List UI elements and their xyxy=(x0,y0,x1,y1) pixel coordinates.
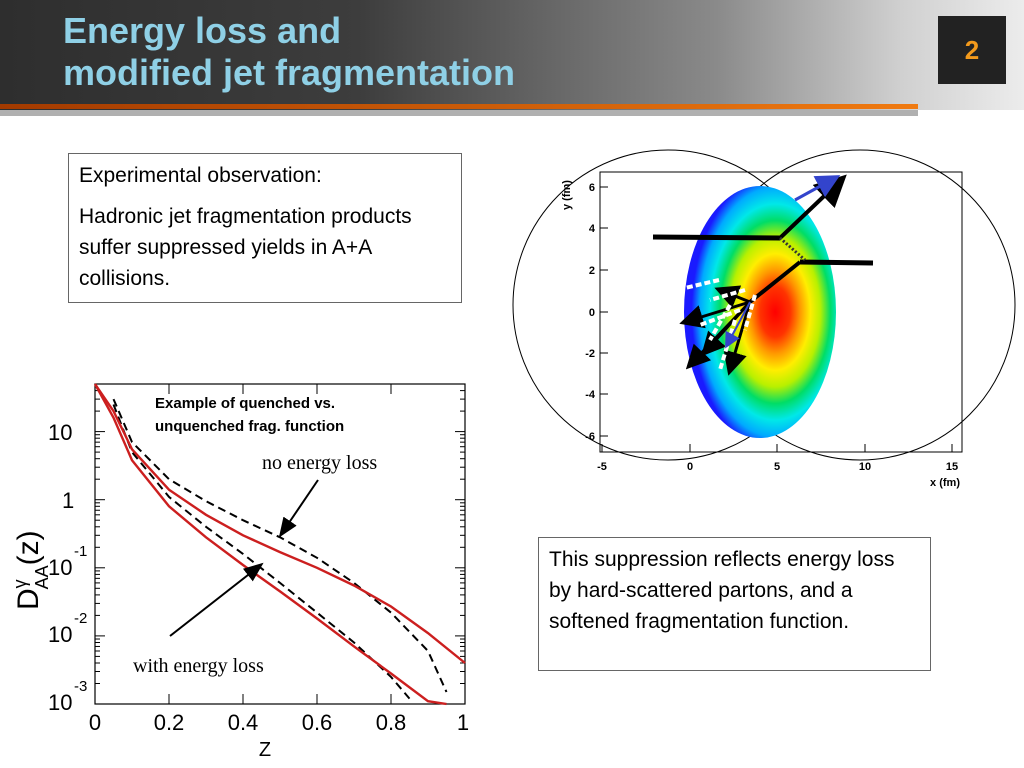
frag-plot-ticks xyxy=(94,383,466,705)
arrow-no-energy-loss xyxy=(278,479,319,538)
frag-xtick-label-4: 0.8 xyxy=(376,710,407,735)
observation-textbox: Experimental observation: Hadronic jet f… xyxy=(68,153,462,303)
fragmentation-function-plot: 10 1 10 -1 10 -2 10 -3 0 0.2 0.4 0.6 0.8… xyxy=(10,383,469,761)
collision-ytick-label-5: -4 xyxy=(585,389,596,401)
title-underline-orange xyxy=(0,104,918,109)
frag-plot-frame xyxy=(94,383,466,705)
frag-note-line2: unquenched frag. function xyxy=(155,418,344,435)
collision-yticks xyxy=(600,186,608,437)
title-underline-gray xyxy=(0,110,918,116)
collision-xtick-label-1: 0 xyxy=(687,461,693,473)
frag-curve-0 xyxy=(112,398,448,693)
collision-ytick-label-1: 4 xyxy=(589,223,596,235)
frag-xtick-label-3: 0.6 xyxy=(302,710,333,735)
conclusion-textbox: This suppression reflects energy loss by… xyxy=(538,537,931,671)
label-no-energy-loss: no energy loss xyxy=(262,452,377,474)
collision-xtick-label-2: 5 xyxy=(774,461,780,473)
slide-title-line1: Energy loss and xyxy=(63,10,342,51)
collision-xtick-label-0: -5 xyxy=(597,461,607,473)
collision-ytick-label-4: -2 xyxy=(585,348,595,360)
medium-density-heatmap xyxy=(684,186,836,438)
frag-yaxis-label: Dγ AA(z) xyxy=(10,530,52,610)
title-banner xyxy=(0,0,1024,110)
conclusion-body: This suppression reflects energy loss by… xyxy=(549,548,895,633)
frag-ytick-label-4: 10 xyxy=(48,690,72,715)
observation-body: Hadronic jet fragmentation products suff… xyxy=(79,205,412,290)
arrow-with-energy-loss xyxy=(169,562,264,637)
slide-number: 2 xyxy=(938,16,1006,84)
collision-yaxis-label: y (fm) xyxy=(561,180,573,210)
frag-ytick-exp-2: -1 xyxy=(74,543,87,560)
collision-xtick-label-3: 10 xyxy=(859,461,871,473)
frag-xaxis-label: Z xyxy=(259,739,271,761)
frag-ytick-exp-3: -2 xyxy=(74,610,87,627)
observation-heading: Experimental observation: xyxy=(79,164,322,187)
frag-ytick-label-1: 1 xyxy=(62,488,74,513)
collision-xticks xyxy=(601,444,953,452)
frag-curve-2 xyxy=(94,383,466,664)
slide-title: Energy loss and modified jet fragmentati… xyxy=(63,10,515,94)
frag-xtick-label-5: 1 xyxy=(457,710,469,735)
jet-tracks xyxy=(652,174,874,376)
frag-note-line1: Example of quenched vs. xyxy=(155,395,335,412)
collision-geometry-plot: 6 4 2 0 -2 -4 -6 -5 0 5 10 15 x (fm) y (… xyxy=(512,149,1016,489)
frag-ytick-label-0: 10 xyxy=(48,420,72,445)
frag-ytick-exp-4: -3 xyxy=(74,678,87,695)
collision-ytick-label-2: 2 xyxy=(589,265,595,277)
collision-ytick-label-6: -6 xyxy=(585,431,595,443)
frag-xtick-label-2: 0.4 xyxy=(228,710,259,735)
collision-ytick-label-3: 0 xyxy=(589,307,595,319)
collision-xtick-label-4: 15 xyxy=(946,461,958,473)
label-with-energy-loss: with energy loss xyxy=(133,655,264,677)
frag-xtick-label-0: 0 xyxy=(89,710,101,735)
collision-xaxis-label: x (fm) xyxy=(930,477,960,489)
slide-title-line2: modified jet fragmentation xyxy=(63,52,516,93)
frag-ytick-label-3: 10 xyxy=(48,622,72,647)
frag-ytick-label-2: 10 xyxy=(48,555,72,580)
collision-ytick-label-0: 6 xyxy=(589,182,595,194)
frag-xtick-label-1: 0.2 xyxy=(154,710,185,735)
